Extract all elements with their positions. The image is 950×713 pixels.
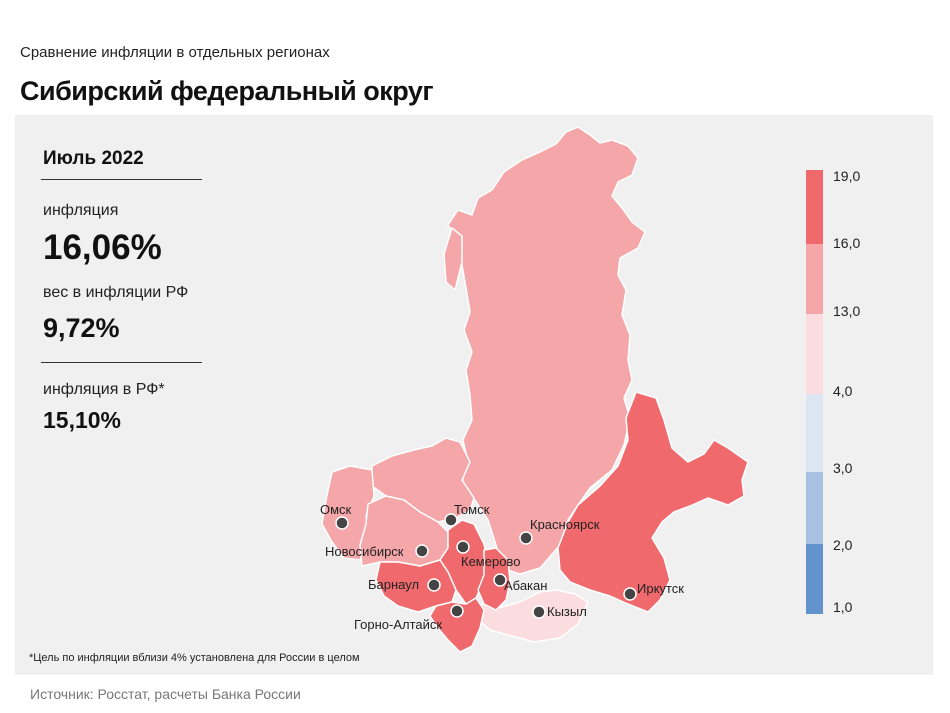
weight-label: вес в инфляции РФ [43, 284, 189, 301]
regions [321, 126, 749, 653]
city-label-barnaul: Барнаул [368, 577, 419, 592]
city-label-kemerovo: Кемерово [461, 554, 520, 569]
city-label-kyzyl: Кызыл [547, 604, 587, 619]
city-label-krasnoyarsk: Красноярск [530, 517, 600, 532]
city-label-omsk: Омск [320, 502, 352, 517]
city-label-irkutsk: Иркутск [637, 581, 684, 596]
city-dot-tomsk [444, 513, 458, 527]
city-dot-irkutsk [623, 587, 637, 601]
region-tyva [477, 589, 589, 643]
scale-tick-label: 1,0 [833, 599, 853, 615]
city-dot-barnaul [427, 578, 441, 592]
city-dot-kemerovo [456, 540, 470, 554]
city-dot-abakan [493, 573, 507, 587]
chart-title: Сибирский федеральный округ [20, 76, 434, 106]
region-irkutsk [557, 391, 749, 613]
scale-tick-label: 4,0 [833, 383, 853, 399]
divider-bottom [41, 362, 202, 363]
scale-band-2-3 [806, 472, 823, 544]
scale-band-13-16 [806, 244, 823, 314]
scale-band-1-2 [806, 544, 823, 614]
city-labels: Омск Томск Красноярск Новосибирск Кемеро… [320, 502, 684, 632]
city-label-novosibirsk: Новосибирск [325, 544, 404, 559]
divider-top [41, 179, 202, 180]
scale-band-4-13 [806, 314, 823, 394]
rf-inflation-value: 15,10% [43, 407, 122, 433]
color-scale: 19,0 16,0 13,0 4,0 3,0 2,0 1,0 [806, 168, 860, 615]
city-markers [335, 513, 637, 619]
city-dot-omsk [335, 516, 349, 530]
scale-band-3-4 [806, 394, 823, 472]
city-dot-krasnoyarsk [519, 531, 533, 545]
city-label-gorno-altaysk: Горно-Алтайск [354, 617, 442, 632]
inflation-value: 16,06% [43, 228, 162, 267]
weight-value: 9,72% [43, 313, 120, 343]
scale-tick-label: 3,0 [833, 460, 853, 476]
scale-tick-label: 16,0 [833, 235, 860, 251]
city-label-abakan: Абакан [504, 578, 547, 593]
region-krasnoyarsk-island [443, 227, 463, 291]
period-label: Июль 2022 [43, 148, 144, 169]
city-dot-gorno-altaysk [450, 604, 464, 618]
source-note: Источник: Росстат, расчеты Банка России [30, 686, 301, 702]
scale-tick-label: 2,0 [833, 537, 853, 553]
city-label-tomsk: Томск [454, 502, 490, 517]
scale-tick-label: 13,0 [833, 303, 860, 319]
footnote: *Цель по инфляции вблизи 4% установлена … [29, 652, 360, 664]
region-altai-republic [429, 597, 485, 653]
inflation-label: инфляция [43, 202, 119, 219]
city-dot-novosibirsk [415, 544, 429, 558]
region-krasnoyarsk [447, 126, 646, 575]
scale-band-16-19 [806, 170, 823, 244]
rf-inflation-label: инфляция в РФ* [43, 381, 165, 398]
chart-subtitle: Сравнение инфляции в отдельных регионах [20, 44, 330, 61]
city-dot-kyzyl [532, 605, 546, 619]
scale-tick-label: 19,0 [833, 168, 860, 184]
